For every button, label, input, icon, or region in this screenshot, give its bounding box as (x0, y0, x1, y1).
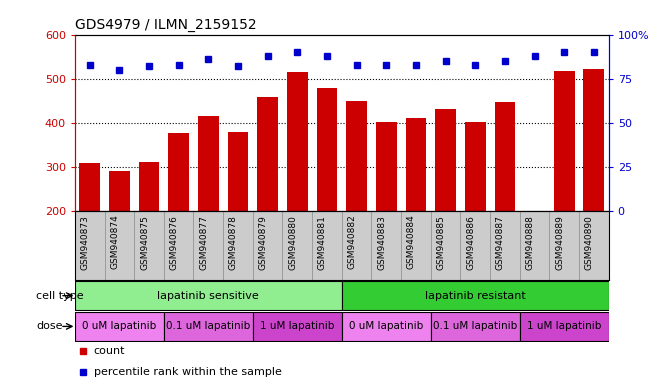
Text: GSM940879: GSM940879 (258, 215, 268, 270)
Text: 0.1 uM lapatinib: 0.1 uM lapatinib (166, 321, 251, 331)
Bar (139, 162, 159, 211)
Bar (287, 72, 308, 211)
Bar (406, 118, 426, 211)
Text: GSM940873: GSM940873 (81, 215, 90, 270)
Bar (554, 71, 575, 211)
Text: dose: dose (36, 321, 62, 331)
Text: GSM940889: GSM940889 (555, 215, 564, 270)
Text: 0.1 uM lapatinib: 0.1 uM lapatinib (433, 321, 518, 331)
Bar (316, 88, 337, 211)
Text: lapatinib resistant: lapatinib resistant (425, 291, 525, 301)
Bar (257, 97, 278, 211)
Text: GSM940882: GSM940882 (348, 215, 357, 270)
Bar (75, 281, 342, 310)
Text: GSM940883: GSM940883 (378, 215, 386, 270)
Bar (465, 122, 486, 211)
Bar (519, 312, 609, 341)
Bar (495, 102, 515, 211)
Text: GSM940888: GSM940888 (525, 215, 534, 270)
Text: GSM940880: GSM940880 (288, 215, 298, 270)
Text: count: count (94, 346, 125, 356)
Text: GSM940885: GSM940885 (437, 215, 445, 270)
Bar (109, 171, 130, 211)
Text: GSM940874: GSM940874 (111, 215, 119, 270)
Bar (198, 116, 219, 211)
Text: GSM940876: GSM940876 (170, 215, 178, 270)
Bar (583, 69, 604, 211)
Bar (228, 132, 249, 211)
Text: GSM940875: GSM940875 (140, 215, 149, 270)
Bar (436, 109, 456, 211)
Bar (342, 281, 609, 310)
Bar (431, 312, 519, 341)
Text: GSM940886: GSM940886 (466, 215, 475, 270)
Text: lapatinib sensitive: lapatinib sensitive (158, 291, 259, 301)
Text: GSM940878: GSM940878 (229, 215, 238, 270)
Bar (75, 312, 164, 341)
Text: 1 uM lapatinib: 1 uM lapatinib (260, 321, 335, 331)
Text: 1 uM lapatinib: 1 uM lapatinib (527, 321, 602, 331)
Bar (342, 312, 431, 341)
Text: GSM940884: GSM940884 (407, 215, 416, 270)
Text: GDS4979 / ILMN_2159152: GDS4979 / ILMN_2159152 (75, 18, 256, 32)
Text: GSM940890: GSM940890 (585, 215, 594, 270)
Bar (346, 101, 367, 211)
Text: percentile rank within the sample: percentile rank within the sample (94, 367, 281, 377)
Bar (376, 122, 396, 211)
Text: GSM940881: GSM940881 (318, 215, 327, 270)
Bar (168, 132, 189, 211)
Text: 0 uM lapatinib: 0 uM lapatinib (82, 321, 156, 331)
Bar (79, 163, 100, 211)
Text: 0 uM lapatinib: 0 uM lapatinib (349, 321, 423, 331)
Text: cell type: cell type (36, 291, 84, 301)
Text: GSM940887: GSM940887 (496, 215, 505, 270)
Text: GSM940877: GSM940877 (199, 215, 208, 270)
Bar (164, 312, 253, 341)
Bar (253, 312, 342, 341)
